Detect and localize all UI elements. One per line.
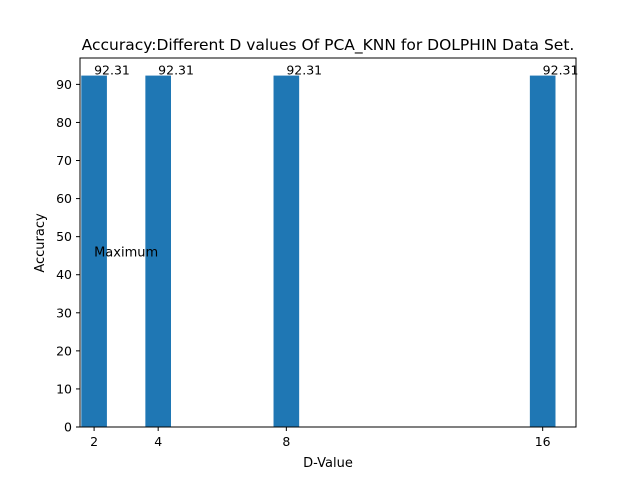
annotation-0: Maximum — [94, 245, 158, 260]
chart-title: Accuracy:Different D values Of PCA_KNN f… — [82, 36, 575, 55]
data-label-2: 92.31 — [94, 63, 130, 78]
bar-8 — [273, 75, 300, 428]
y-tick-label-10: 10 — [56, 381, 72, 396]
y-tick-label-90: 90 — [56, 77, 72, 92]
y-tick-label-30: 30 — [56, 305, 72, 320]
y-axis-label: Accuracy — [33, 213, 48, 273]
x-tick-label-8: 8 — [282, 434, 290, 449]
x-tick-label-4: 4 — [154, 434, 162, 449]
y-tick-label-50: 50 — [56, 229, 72, 244]
y-tick-label-40: 40 — [56, 267, 72, 282]
y-tick-label-70: 70 — [56, 153, 72, 168]
bar-4 — [145, 75, 171, 428]
x-tick-label-16: 16 — [535, 434, 551, 449]
y-tick-label-0: 0 — [64, 420, 72, 435]
data-label-16: 92.31 — [543, 63, 579, 78]
data-label-8: 92.31 — [286, 63, 322, 78]
axes-frame — [79, 57, 577, 428]
data-label-4: 92.31 — [158, 63, 194, 78]
plot-area: 2 4 8 16 0 10 20 30 40 50 60 70 80 90 92.31 92.31 92.31 9… — [56, 57, 579, 449]
y-tick-label-20: 20 — [56, 343, 72, 358]
x-tick-label-2: 2 — [90, 434, 98, 449]
y-tick-label-60: 60 — [56, 191, 72, 206]
x-axis-label: D-Value — [303, 456, 353, 471]
bar-16 — [529, 75, 556, 428]
bar-2 — [81, 75, 107, 428]
y-tick-label-80: 80 — [56, 115, 72, 130]
